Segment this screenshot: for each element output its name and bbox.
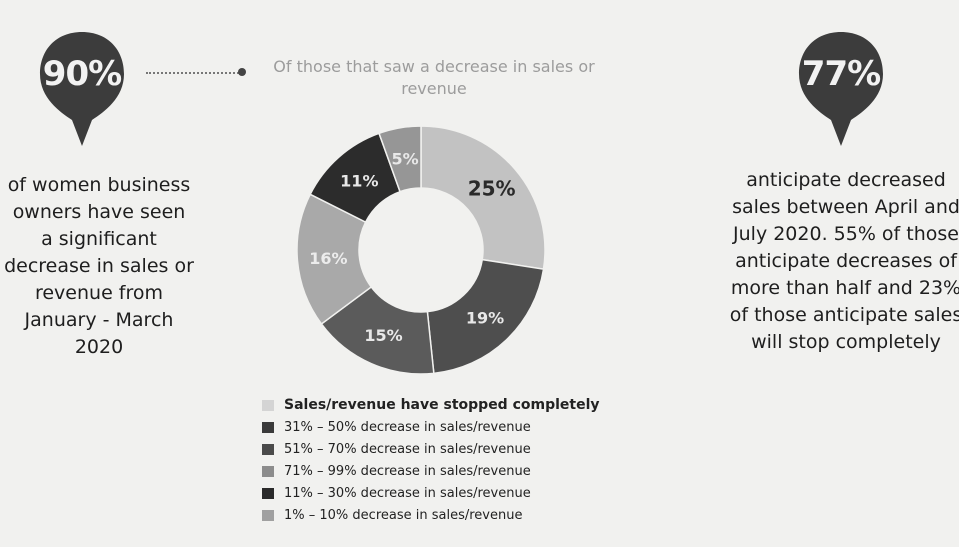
map-pin-right: 77% <box>793 28 889 148</box>
legend-item-5: 1% – 10% decrease in sales/revenue <box>262 504 682 526</box>
legend-swatch <box>262 399 274 411</box>
legend-swatch <box>262 421 274 433</box>
donut-value-label-3: 16% <box>309 249 347 268</box>
connector-dot <box>238 68 246 76</box>
chart-legend: Sales/revenue have stopped completely 31%… <box>262 394 682 526</box>
donut-value-label-2: 15% <box>364 326 402 345</box>
map-pin-icon <box>799 32 883 146</box>
right-percent: 77% <box>801 54 881 94</box>
left-percent: 90% <box>42 54 122 94</box>
legend-swatch <box>262 509 274 521</box>
donut-value-label-0: 25% <box>468 177 516 201</box>
legend-item-2: 51% – 70% decrease in sales/revenue <box>262 438 682 460</box>
right-callout-text: anticipate decreased sales between April… <box>729 169 959 353</box>
left-callout-text: of women business owners have seen a sig… <box>4 174 194 358</box>
donut-slice-5 <box>378 125 422 193</box>
map-pin-icon <box>40 32 124 146</box>
legend-item-1: 31% – 50% decrease in sales/revenue <box>262 416 682 438</box>
legend-item-4: 11% – 30% decrease in sales/revenue <box>262 482 682 504</box>
legend-item-3: 71% – 99% decrease in sales/revenue <box>262 460 682 482</box>
donut-chart: 25% 19% 15% 16% 11% 5% <box>296 125 546 375</box>
legend-label: 71% – 99% decrease in sales/revenue <box>284 463 531 479</box>
legend-label: Sales/revenue have stopped completely <box>284 397 600 413</box>
donut-value-label-4: 11% <box>340 171 378 190</box>
chart-title: Of those that saw a decrease in sales or… <box>273 57 595 98</box>
donut-slice-1 <box>426 258 545 375</box>
legend-swatch <box>262 487 274 499</box>
donut-value-label-5: 5% <box>391 149 418 168</box>
map-pin-left: 90% <box>34 28 130 148</box>
legend-item-0: Sales/revenue have stopped completely <box>262 394 682 416</box>
legend-label: 51% – 70% decrease in sales/revenue <box>284 441 531 457</box>
donut-value-label-1: 19% <box>466 308 504 327</box>
legend-label: 11% – 30% decrease in sales/revenue <box>284 485 531 501</box>
legend-swatch <box>262 443 274 455</box>
legend-label: 1% – 10% decrease in sales/revenue <box>284 507 523 523</box>
legend-swatch <box>262 465 274 477</box>
legend-label: 31% – 50% decrease in sales/revenue <box>284 419 531 435</box>
donut-slice-0 <box>420 125 546 271</box>
connector-line <box>146 72 242 74</box>
